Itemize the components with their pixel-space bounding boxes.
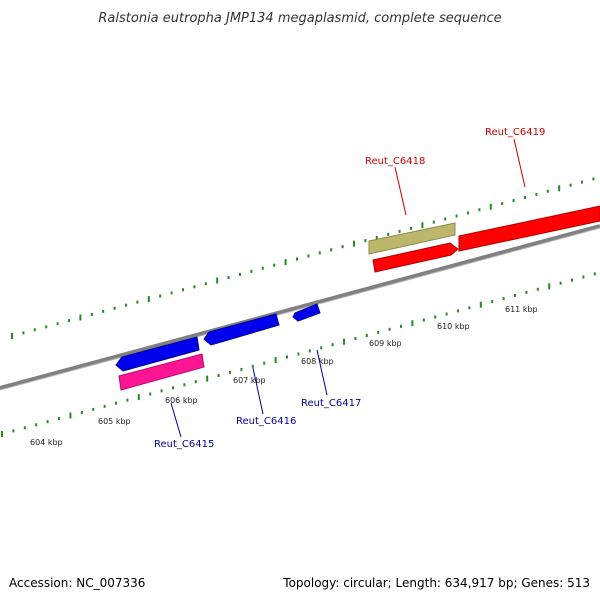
tick-label-606: 606 kbp xyxy=(165,396,198,405)
label-reut-c6418[interactable]: Reut_C6418 xyxy=(365,156,425,167)
accession-text: Accession: NC_007336 xyxy=(9,576,145,590)
gene-reut-c6417[interactable] xyxy=(292,303,321,322)
tick-label-610: 610 kbp xyxy=(437,322,470,331)
map-title: Ralstonia eutropha JMP134 megaplasmid, c… xyxy=(98,11,501,26)
tick-label-607: 607 kbp xyxy=(233,376,266,385)
gene-reut-c6419[interactable] xyxy=(458,205,600,252)
label-reut-c6417[interactable]: Reut_C6417 xyxy=(301,398,361,409)
tick-label-609: 609 kbp xyxy=(369,339,402,348)
top-tick-track xyxy=(11,177,595,339)
leader-reut-c6415 xyxy=(170,402,182,438)
label-reut-c6416[interactable]: Reut_C6416 xyxy=(236,416,296,427)
leader-reut-c6416 xyxy=(252,367,264,415)
pink-feature[interactable] xyxy=(118,353,205,391)
gene-reut-c6418[interactable] xyxy=(372,242,459,273)
gene-reut-c6415[interactable] xyxy=(115,336,200,372)
leader-reut-c6419 xyxy=(513,138,526,188)
leader-reut-c6417 xyxy=(316,349,328,396)
khaki-feature[interactable] xyxy=(368,222,456,255)
gene-reut-c6416[interactable] xyxy=(203,313,280,346)
tick-label-611: 611 kbp xyxy=(505,305,538,314)
leader-reut-c6418 xyxy=(394,166,407,216)
backbone-line xyxy=(0,224,600,390)
bottom-tick-track xyxy=(1,272,596,437)
tick-label-605: 605 kbp xyxy=(98,417,131,426)
summary-text: Topology: circular; Length: 634,917 bp; … xyxy=(282,576,590,590)
label-reut-c6419[interactable]: Reut_C6419 xyxy=(485,127,545,138)
backbone-highlight xyxy=(0,227,600,391)
tick-label-608: 608 kbp xyxy=(301,357,334,366)
label-reut-c6415[interactable]: Reut_C6415 xyxy=(154,439,214,450)
tick-label-604: 604 kbp xyxy=(30,438,63,447)
